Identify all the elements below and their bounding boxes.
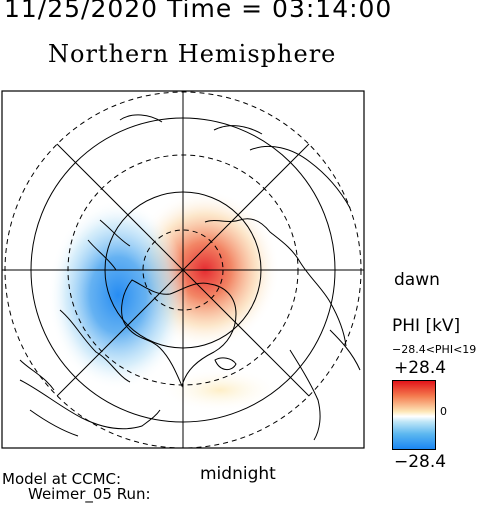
polar-potential-map xyxy=(1,90,365,449)
colorbar-zero-label: 0 xyxy=(440,405,447,418)
siberia-coast xyxy=(119,114,351,209)
hemisphere-title: Northern Hemisphere xyxy=(48,40,337,68)
scandinavia-coast xyxy=(289,329,361,441)
arctic-archipelago xyxy=(59,219,131,383)
iceland-coast xyxy=(214,357,237,370)
greenland-coast xyxy=(121,279,237,388)
negative-potential-cell xyxy=(48,200,188,390)
eurasia-arctic-coast xyxy=(204,218,347,347)
colorbar-range: −28.4<PHI<19 xyxy=(392,343,477,356)
colorbar xyxy=(392,380,436,450)
run-label: Weimer_05 Run: xyxy=(28,485,151,503)
model-label: Model at CCMC: xyxy=(2,470,122,488)
midnight-label: midnight xyxy=(200,464,276,484)
dawn-label: dawn xyxy=(394,270,440,290)
colorbar-title: PHI [kV] xyxy=(392,316,461,336)
weak-positive-region xyxy=(160,368,280,412)
colorbar-max-label: +28.4 xyxy=(394,358,447,378)
coastlines xyxy=(19,114,361,441)
colorbar-min-label: −28.4 xyxy=(394,452,447,472)
north-america-coast xyxy=(19,359,161,437)
datetime-label: 11/25/2020 Time = 03:14:00 xyxy=(4,0,393,23)
